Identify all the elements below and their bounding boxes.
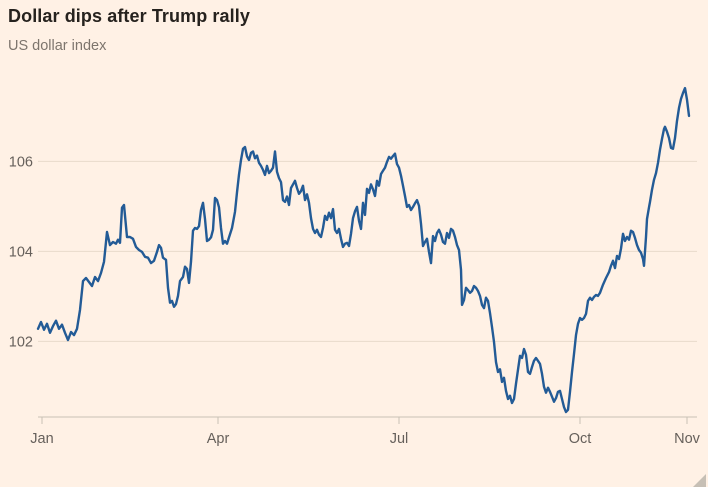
x-tick-label-Nov: Nov [674, 431, 701, 447]
y-tick-label-106: 106 [9, 154, 33, 170]
x-tick-label-Jul: Jul [390, 431, 409, 447]
page-title: Dollar dips after Trump rally [8, 6, 250, 26]
chart-subtitle: US dollar index [8, 37, 107, 54]
y-tick-label-102: 102 [9, 334, 33, 350]
resize-handle-icon[interactable] [693, 474, 706, 487]
x-tick-label-Jan: Jan [30, 431, 53, 447]
y-tick-label-104: 104 [9, 244, 33, 260]
series-line-us-dollar-index [36, 86, 691, 414]
chart-header: Dollar dips after Trump rally US dollar … [8, 6, 250, 54]
x-tick-label-Oct: Oct [569, 431, 592, 447]
x-tick-label-Apr: Apr [207, 431, 230, 447]
